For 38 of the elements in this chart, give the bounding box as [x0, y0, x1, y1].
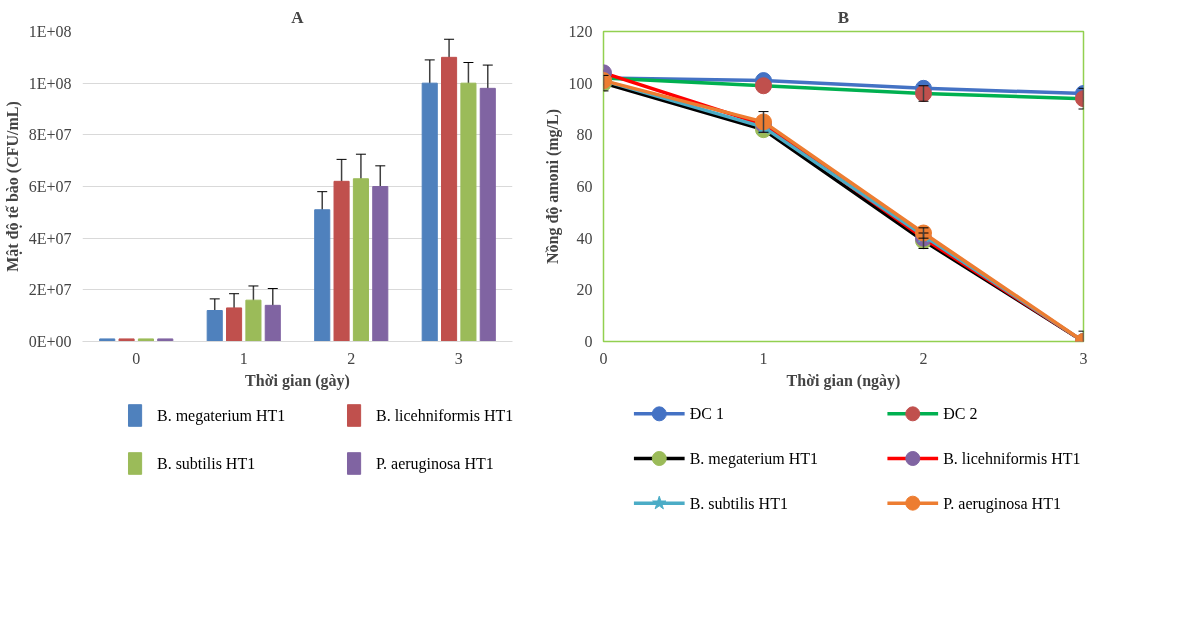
x-tick-label: 0	[132, 349, 141, 367]
x-tick-label: 2	[919, 349, 928, 367]
y-tick-label: 40	[576, 229, 593, 247]
y-tick-label: 20	[576, 281, 593, 299]
x-axis-title: Thời gian (gày)	[245, 371, 350, 390]
x-tick-label: 1	[759, 349, 768, 367]
y-tick-label: 0	[584, 333, 593, 350]
y-tick-label: 60	[576, 178, 593, 195]
y-tick-label: 1E+08	[28, 23, 72, 40]
x-tick-label: 3	[1079, 349, 1088, 367]
y-tick-label: 2E+07	[28, 281, 72, 299]
legend-label: ĐC 2	[943, 405, 978, 423]
y-tick-label: 6E+07	[28, 178, 72, 195]
y-tick-label: 100	[568, 74, 593, 92]
x-tick-label: 3	[454, 349, 463, 367]
y-tick-label: 0E+00	[28, 333, 72, 350]
y-axis-title: Mật độ tế bào (CFU/mL)	[3, 101, 22, 272]
chart-title: A	[291, 7, 305, 27]
legend-label: P. aeruginosa HT1	[375, 455, 494, 473]
y-tick-label: 1E+08	[28, 74, 72, 92]
chart-title: B	[837, 7, 850, 27]
y-tick-label: 120	[568, 23, 593, 40]
y-tick-label: 8E+07	[28, 126, 72, 144]
y-tick-label: 4E+07	[28, 229, 72, 247]
x-tick-label: 1	[239, 349, 248, 367]
legend-label: ĐC 1	[689, 405, 724, 423]
x-tick-label: 2	[347, 349, 356, 367]
legend-label: B. megaterium HT1	[689, 450, 819, 468]
y-axis-title: Nồng độ amoni (mg/L)	[543, 108, 562, 265]
legend-label: B. licehniformis HT1	[375, 407, 514, 424]
y-tick-label: 80	[576, 126, 593, 144]
legend-label: B. subtilis HT1	[689, 494, 788, 512]
legend-label: B. licehniformis HT1	[943, 450, 1081, 467]
x-tick-label: 0	[599, 349, 608, 367]
x-axis-title: Thời gian (ngày)	[786, 371, 901, 390]
legend-label: B. megaterium HT1	[156, 407, 286, 425]
legend-label: P. aeruginosa HT1	[943, 494, 1061, 513]
legend-label: B. subtilis HT1	[156, 455, 256, 472]
